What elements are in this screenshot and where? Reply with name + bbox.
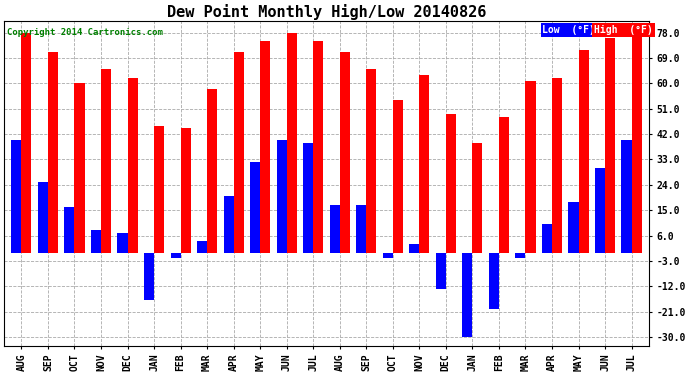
Bar <box>11 140 21 252</box>
Bar <box>197 241 207 252</box>
Bar <box>260 41 270 252</box>
Bar <box>234 53 244 252</box>
Title: Dew Point Monthly High/Low 20140826: Dew Point Monthly High/Low 20140826 <box>167 4 486 20</box>
Bar <box>313 41 324 252</box>
Bar <box>250 162 260 252</box>
Bar <box>170 252 181 258</box>
Bar <box>330 205 339 252</box>
Bar <box>144 252 154 300</box>
Bar <box>128 78 137 252</box>
Bar <box>420 75 429 252</box>
Bar <box>277 140 287 252</box>
Bar <box>154 126 164 252</box>
Bar <box>605 38 615 252</box>
Bar <box>366 69 376 252</box>
Bar <box>101 69 111 252</box>
Bar <box>446 114 456 252</box>
Bar <box>287 33 297 252</box>
Bar <box>578 50 589 252</box>
Bar <box>462 252 473 337</box>
Bar <box>356 205 366 252</box>
Bar <box>383 252 393 258</box>
Bar <box>303 142 313 252</box>
Bar <box>48 53 58 252</box>
Bar <box>569 202 578 252</box>
Bar <box>91 230 101 252</box>
Bar <box>64 207 75 252</box>
Bar <box>473 142 482 252</box>
Bar <box>409 244 420 252</box>
Bar <box>552 78 562 252</box>
Bar <box>181 129 190 252</box>
Bar <box>631 33 642 252</box>
Bar <box>499 117 509 252</box>
Bar <box>38 182 48 252</box>
Bar <box>117 233 128 252</box>
Text: Copyright 2014 Cartronics.com: Copyright 2014 Cartronics.com <box>8 28 164 37</box>
Bar <box>21 33 32 252</box>
Bar <box>515 252 526 258</box>
Bar <box>339 53 350 252</box>
Bar <box>436 252 446 289</box>
Bar <box>542 224 552 252</box>
Bar <box>595 168 605 252</box>
Bar <box>207 89 217 252</box>
Bar <box>489 252 499 309</box>
Bar <box>393 100 403 252</box>
Text: High  (°F): High (°F) <box>594 25 653 34</box>
Bar <box>224 196 234 252</box>
Bar <box>75 83 85 252</box>
Bar <box>526 81 535 252</box>
Bar <box>622 140 631 252</box>
Text: Low  (°F): Low (°F) <box>542 25 595 34</box>
